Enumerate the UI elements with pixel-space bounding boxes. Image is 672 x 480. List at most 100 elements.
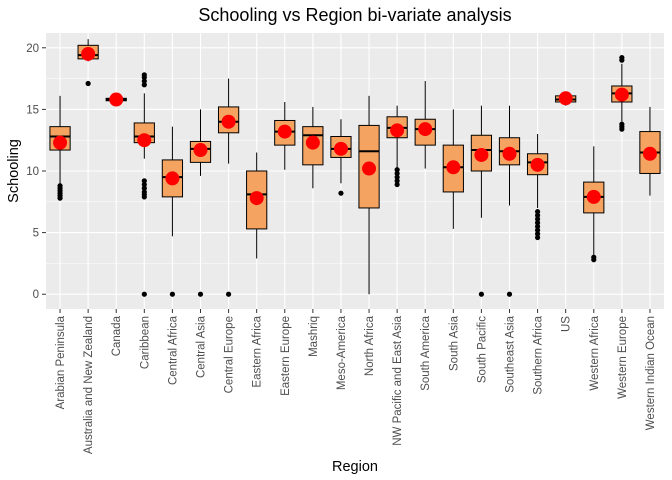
chart-title: Schooling vs Region bi-variate analysis [198, 5, 511, 25]
box-group [189, 109, 212, 297]
mean-marker [530, 157, 545, 172]
x-tick-label: Western Africa [589, 315, 601, 390]
box-group [386, 105, 408, 188]
outlier-point [534, 209, 541, 215]
mean-marker [53, 135, 68, 150]
x-tick-label: Western Indian Ocean [645, 316, 657, 430]
y-tick-label: 15 [26, 104, 39, 116]
mean-marker [502, 146, 517, 161]
mean-marker [221, 114, 236, 129]
outlier-point [141, 181, 147, 188]
outlier-point [478, 291, 485, 297]
mean-marker [446, 160, 461, 175]
x-axis-title: Region [332, 459, 378, 475]
x-tick-label: Eastern Europe [280, 316, 292, 396]
x-tick-label: Canada [111, 315, 123, 356]
outlier-point [394, 178, 400, 184]
outlier-point [534, 234, 541, 241]
outlier-point [619, 55, 625, 61]
box-group [555, 91, 577, 106]
outlier-point [141, 189, 147, 195]
mean-marker [558, 91, 573, 106]
x-tick-label: Australia and New Zealand [83, 316, 95, 454]
y-tick-label: 10 [26, 166, 39, 178]
y-tick-label: 0 [33, 289, 39, 301]
box-group [161, 126, 184, 297]
outlier-point [534, 216, 541, 222]
outlier-point [141, 291, 147, 297]
mean-marker [586, 189, 601, 204]
box-group [133, 72, 155, 297]
box-series [49, 39, 661, 297]
outlier-point [534, 231, 541, 237]
x-tick-label: Eastern Africa [252, 315, 264, 387]
x-tick-label: South Pacific [476, 316, 488, 383]
mean-marker [362, 161, 377, 176]
outlier-point [141, 82, 147, 88]
outlier-point [394, 170, 400, 177]
outlier-point [141, 185, 147, 191]
x-tick-label: Western Europe [617, 316, 629, 399]
outlier-point [141, 72, 147, 78]
box-group [358, 95, 380, 295]
y-axis: 0 5 10 15 20 [26, 43, 46, 301]
box-group [498, 105, 521, 297]
box-group [470, 105, 493, 297]
box-group [105, 92, 127, 107]
box-group [246, 152, 268, 259]
x-tick-label: Central Europe [224, 316, 236, 393]
outlier-point [225, 291, 232, 297]
x-tick-label: South Asia [448, 315, 460, 371]
x-tick-label: Mashriq [308, 316, 320, 357]
mean-marker [333, 141, 348, 156]
mean-marker [193, 143, 208, 158]
outlier-point [619, 121, 625, 127]
box-group [330, 119, 352, 196]
x-tick-label: Central Asia [196, 315, 208, 378]
outlier-point [394, 167, 400, 173]
box-group [442, 109, 464, 229]
mean-marker [81, 46, 96, 61]
mean-marker [474, 147, 489, 162]
outlier-point [169, 291, 176, 297]
x-tick-label: South America [420, 315, 432, 390]
mean-marker [418, 122, 433, 137]
y-tick-label: 20 [26, 43, 39, 55]
mean-marker [109, 92, 124, 107]
box-group [526, 134, 549, 241]
mean-marker [165, 171, 180, 186]
outlier-point [534, 223, 541, 230]
mean-marker [642, 146, 657, 161]
outlier-point [534, 212, 541, 218]
outlier-point [534, 220, 541, 226]
mean-marker [305, 135, 320, 150]
box-group [639, 106, 661, 196]
box-group [77, 39, 99, 87]
x-tick-label: Southern Africa [533, 315, 545, 394]
mean-marker [277, 124, 292, 139]
x-tick-label: Arabian Peninsula [55, 315, 67, 409]
box-group [217, 78, 240, 297]
x-tick-label: Central Africa [167, 315, 179, 385]
outlier-point [338, 190, 344, 196]
mean-marker [249, 191, 264, 206]
y-axis-title: Schooling [6, 139, 22, 203]
x-tick-label: US [561, 316, 573, 332]
x-tick-label: NW Pacific and East Asia [392, 315, 404, 445]
box-group [611, 55, 633, 132]
outlier-point [141, 178, 147, 184]
box-group [302, 106, 324, 189]
outlier-point [591, 254, 597, 260]
x-tick-label: North Africa [364, 315, 376, 376]
x-tick-label: Southeast Asia [505, 315, 517, 392]
box-group [583, 146, 605, 263]
outlier-point [57, 183, 63, 189]
y-tick-label: 5 [33, 228, 39, 240]
outlier-point [394, 181, 400, 188]
outlier-point [506, 291, 513, 297]
mean-marker [614, 87, 629, 102]
box-group [274, 102, 296, 170]
x-tick-label: Meso-America [336, 315, 348, 390]
